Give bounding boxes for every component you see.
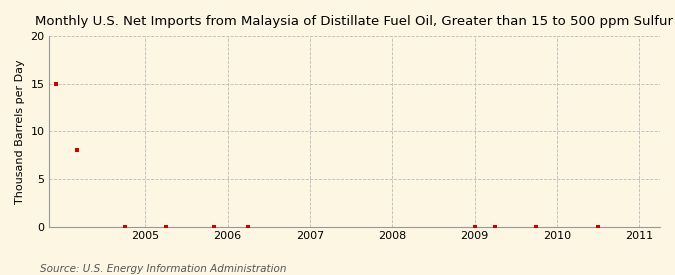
- Point: [593, 224, 603, 229]
- Title: Monthly U.S. Net Imports from Malaysia of Distillate Fuel Oil, Greater than 15 t: Monthly U.S. Net Imports from Malaysia o…: [35, 15, 674, 28]
- Point: [51, 81, 61, 86]
- Point: [469, 224, 480, 229]
- Point: [119, 224, 130, 229]
- Y-axis label: Thousand Barrels per Day: Thousand Barrels per Day: [15, 59, 25, 204]
- Point: [71, 148, 82, 153]
- Point: [490, 224, 501, 229]
- Text: Source: U.S. Energy Information Administration: Source: U.S. Energy Information Administ…: [40, 264, 287, 274]
- Point: [243, 224, 254, 229]
- Point: [209, 224, 219, 229]
- Point: [531, 224, 542, 229]
- Point: [161, 224, 171, 229]
